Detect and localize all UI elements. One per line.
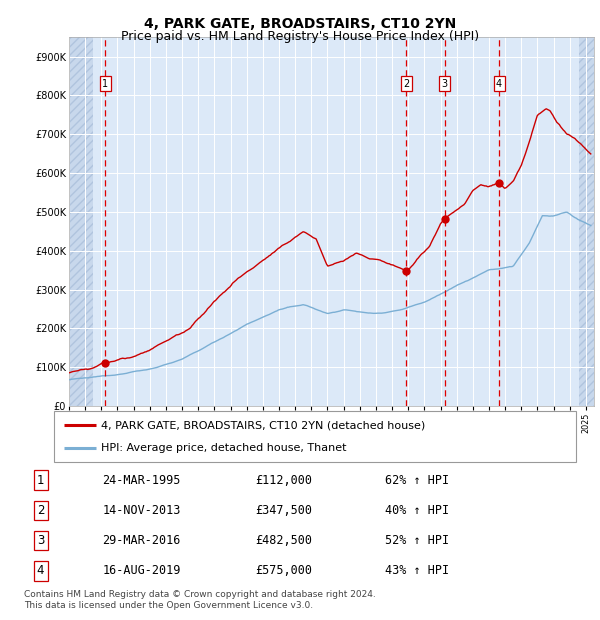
Text: 1: 1 xyxy=(37,474,44,487)
Text: 40% ↑ HPI: 40% ↑ HPI xyxy=(385,504,449,517)
Text: 1: 1 xyxy=(102,79,108,89)
Bar xyxy=(580,37,594,406)
Text: 14-NOV-2013: 14-NOV-2013 xyxy=(103,504,181,517)
Text: 3: 3 xyxy=(37,534,44,547)
Text: £575,000: £575,000 xyxy=(255,564,312,577)
Text: £482,500: £482,500 xyxy=(255,534,312,547)
Text: 4: 4 xyxy=(37,564,44,577)
Bar xyxy=(69,37,93,406)
Bar xyxy=(580,37,594,406)
Text: 4, PARK GATE, BROADSTAIRS, CT10 2YN: 4, PARK GATE, BROADSTAIRS, CT10 2YN xyxy=(144,17,456,32)
Text: 29-MAR-2016: 29-MAR-2016 xyxy=(103,534,181,547)
Text: 3: 3 xyxy=(442,79,448,89)
Text: 4, PARK GATE, BROADSTAIRS, CT10 2YN (detached house): 4, PARK GATE, BROADSTAIRS, CT10 2YN (det… xyxy=(101,420,425,430)
Text: Price paid vs. HM Land Registry's House Price Index (HPI): Price paid vs. HM Land Registry's House … xyxy=(121,30,479,43)
Text: 62% ↑ HPI: 62% ↑ HPI xyxy=(385,474,449,487)
Text: 24-MAR-1995: 24-MAR-1995 xyxy=(103,474,181,487)
Text: 16-AUG-2019: 16-AUG-2019 xyxy=(103,564,181,577)
Text: 2: 2 xyxy=(403,79,409,89)
Text: 52% ↑ HPI: 52% ↑ HPI xyxy=(385,534,449,547)
Text: HPI: Average price, detached house, Thanet: HPI: Average price, detached house, Than… xyxy=(101,443,346,453)
Text: £347,500: £347,500 xyxy=(255,504,312,517)
Text: £112,000: £112,000 xyxy=(255,474,312,487)
Text: 4: 4 xyxy=(496,79,502,89)
Text: Contains HM Land Registry data © Crown copyright and database right 2024.
This d: Contains HM Land Registry data © Crown c… xyxy=(24,590,376,609)
Text: 2: 2 xyxy=(37,504,44,517)
Text: 43% ↑ HPI: 43% ↑ HPI xyxy=(385,564,449,577)
Bar xyxy=(69,37,93,406)
